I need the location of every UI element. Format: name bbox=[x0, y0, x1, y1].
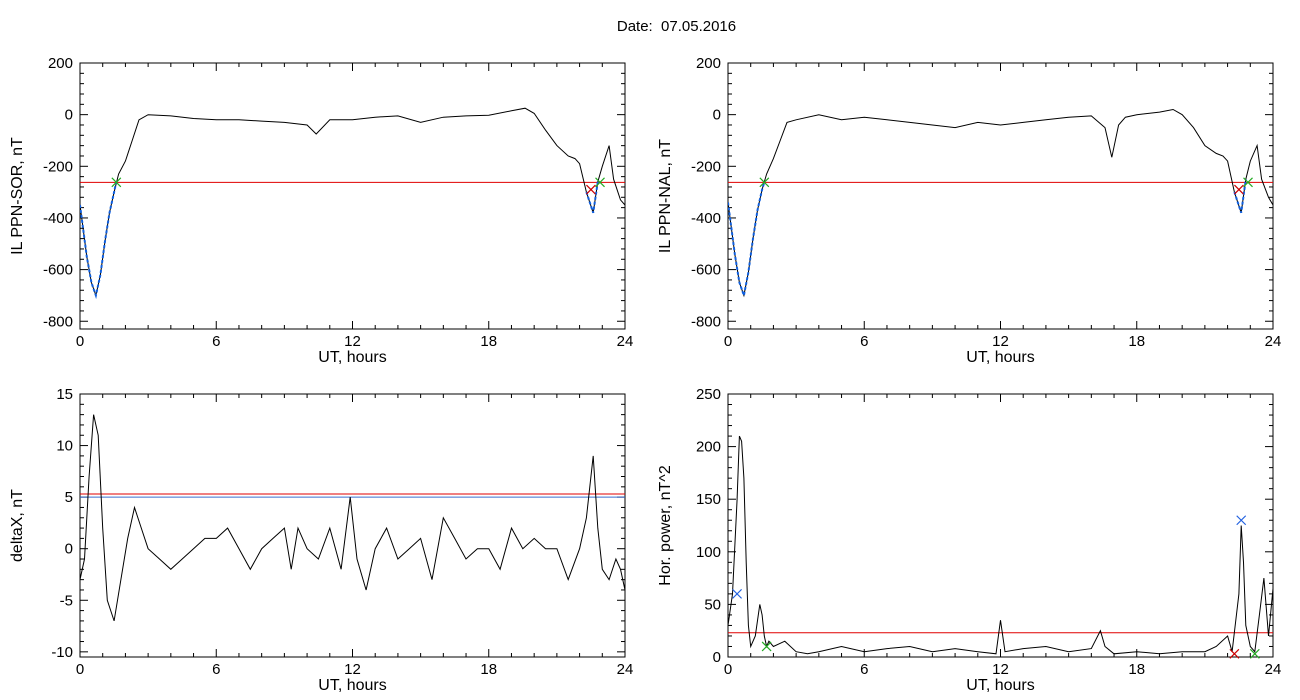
chart-panel-4: 0 6 12 18 24 250 200 150 100 50 0 UT, hours Hor. pow… bbox=[657, 386, 1281, 694]
highlight-segment bbox=[728, 182, 766, 300]
marker-red bbox=[1229, 648, 1240, 659]
plot-frame bbox=[727, 393, 1274, 658]
marker-green bbox=[761, 641, 772, 652]
x-tick-label: 18 bbox=[480, 333, 497, 350]
y-tick-label: 0 bbox=[65, 107, 73, 124]
y-axis-label: Hor. power, nT^2 bbox=[657, 465, 674, 586]
series-line bbox=[728, 435, 1273, 655]
x-tick-label: 24 bbox=[1265, 661, 1282, 678]
y-tick-label: 200 bbox=[696, 439, 721, 456]
x-tick-label: 6 bbox=[860, 661, 868, 678]
marker-green bbox=[759, 177, 770, 188]
y-tick-label: 0 bbox=[713, 107, 721, 124]
y-tick-label: 200 bbox=[696, 55, 721, 72]
y-axis-label: IL PPN-NAL, nT bbox=[657, 139, 674, 253]
plot-area bbox=[728, 108, 1273, 300]
marker-green bbox=[1243, 177, 1253, 188]
x-tick-label: 6 bbox=[212, 333, 220, 350]
y-tick-label: 15 bbox=[56, 386, 73, 403]
y-axis-label: deltaX, nT bbox=[9, 489, 26, 562]
y-tick-label: -600 bbox=[691, 262, 721, 279]
y-axis-label: IL PPN-SOR, nT bbox=[9, 137, 26, 255]
marker-red bbox=[1234, 184, 1244, 195]
x-tick-label: 0 bbox=[724, 333, 732, 350]
y-tick-label: 0 bbox=[713, 649, 721, 666]
y-tick-label: -200 bbox=[691, 158, 721, 175]
x-tick-label: 0 bbox=[724, 661, 732, 678]
y-tick-label: -400 bbox=[691, 210, 721, 227]
plot-area bbox=[728, 435, 1273, 655]
x-axis-label: UT, hours bbox=[318, 349, 386, 366]
highlight-segment bbox=[80, 181, 118, 300]
y-tick-label: 5 bbox=[65, 489, 73, 506]
marker-blue bbox=[732, 588, 743, 599]
highlight-segment bbox=[1233, 179, 1247, 214]
series-line bbox=[80, 414, 625, 622]
chart-panel-2: 0 6 12 18 24 200 0 -200 -400 -600 -800 UT, hours IL … bbox=[657, 55, 1281, 366]
plot-frame bbox=[79, 393, 626, 658]
x-tick-label: 0 bbox=[76, 333, 84, 350]
plot-frame bbox=[79, 62, 626, 330]
x-tick-label: 24 bbox=[617, 661, 634, 678]
x-tick-label: 24 bbox=[1265, 333, 1282, 350]
marker-green bbox=[1249, 648, 1260, 659]
y-tick-label: -600 bbox=[43, 262, 73, 279]
y-tick-label: 50 bbox=[704, 596, 721, 613]
x-axis-label: UT, hours bbox=[966, 677, 1034, 694]
x-tick-label: 0 bbox=[76, 661, 84, 678]
x-tick-label: 18 bbox=[1128, 333, 1145, 350]
y-tick-label: 200 bbox=[48, 55, 73, 72]
plot-area bbox=[80, 414, 625, 622]
marker-green bbox=[595, 177, 605, 188]
x-tick-label: 18 bbox=[480, 661, 497, 678]
y-tick-label: 150 bbox=[696, 491, 721, 508]
plot-area bbox=[80, 107, 625, 300]
y-tick-label: -10 bbox=[51, 644, 73, 661]
y-tick-label: 0 bbox=[65, 541, 73, 558]
y-tick-label: 250 bbox=[696, 386, 721, 403]
x-tick-label: 12 bbox=[344, 661, 361, 678]
highlight-segment bbox=[585, 181, 599, 214]
y-tick-label: -5 bbox=[60, 592, 73, 609]
x-tick-label: 12 bbox=[992, 333, 1009, 350]
x-tick-label: 24 bbox=[617, 333, 634, 350]
plot-frame bbox=[727, 62, 1274, 330]
y-tick-label: -800 bbox=[43, 313, 73, 330]
marker-red bbox=[586, 184, 596, 195]
series-line bbox=[728, 108, 1273, 298]
y-tick-label: -400 bbox=[43, 210, 73, 227]
x-tick-label: 6 bbox=[212, 661, 220, 678]
date-title: Date: 07.05.2016 bbox=[616, 18, 737, 35]
y-tick-label: 100 bbox=[696, 544, 721, 561]
x-tick-label: 18 bbox=[1128, 661, 1145, 678]
y-tick-label: 10 bbox=[56, 438, 73, 455]
x-axis-label: UT, hours bbox=[966, 349, 1034, 366]
series-line bbox=[80, 107, 625, 298]
chart-panel-3: 0 6 12 18 24 15 10 5 0 -5 -10 UT, hours deltaX, nT bbox=[9, 386, 633, 694]
x-axis-label: UT, hours bbox=[318, 677, 386, 694]
x-tick-label: 12 bbox=[344, 333, 361, 350]
y-tick-label: -800 bbox=[691, 313, 721, 330]
marker-green bbox=[111, 177, 122, 188]
marker-blue bbox=[1236, 515, 1247, 526]
x-tick-label: 6 bbox=[860, 333, 868, 350]
x-tick-label: 12 bbox=[992, 661, 1009, 678]
y-tick-label: -200 bbox=[43, 158, 73, 175]
chart-panel-1: 0 6 12 18 24 200 0 -200 -400 -600 -800 UT, hours IL … bbox=[9, 55, 633, 366]
